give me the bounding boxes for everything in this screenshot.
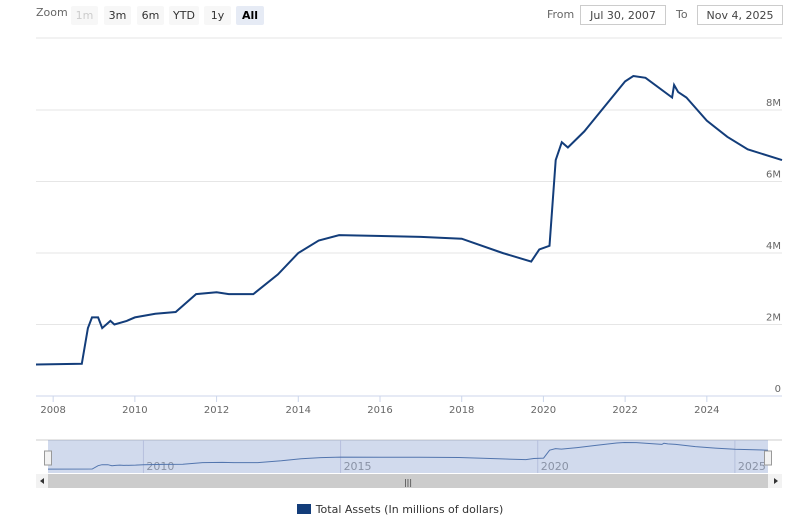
navigator-tick-label: 2025: [738, 460, 766, 473]
legend-swatch: [296, 504, 311, 514]
x-tick-label: 2022: [612, 405, 637, 416]
legend-label: Total Assets (In millions of dollars): [315, 503, 504, 516]
legend-item[interactable]: Total Assets (In millions of dollars): [0, 503, 800, 516]
y-tick-label: 4M: [766, 241, 781, 252]
navigator-tick-label: 2015: [344, 460, 372, 473]
to-date-input[interactable]: Nov 4, 2025: [697, 5, 783, 25]
scrollbar-grip-icon: |||: [404, 478, 412, 487]
x-tick-label: 2010: [122, 405, 147, 416]
navigator-mask[interactable]: [48, 440, 768, 473]
x-tick-label: 2024: [694, 405, 719, 416]
navigator-tick-label: 2020: [541, 460, 569, 473]
x-tick-label: 2012: [204, 405, 229, 416]
range-button-ytd[interactable]: YTD: [169, 6, 199, 25]
x-tick-label: 2020: [531, 405, 556, 416]
x-tick-label: 2008: [40, 405, 65, 416]
range-button-1m[interactable]: 1m: [71, 6, 98, 25]
range-button-all[interactable]: All: [236, 6, 264, 25]
range-button-1y[interactable]: 1y: [204, 6, 231, 25]
navigator-series: [47, 441, 769, 470]
from-label: From: [547, 8, 575, 21]
x-tick-label: 2014: [286, 405, 311, 416]
from-date-input[interactable]: Jul 30, 2007: [580, 5, 666, 25]
y-tick-label: 6M: [766, 170, 781, 181]
range-button-3m[interactable]: 3m: [104, 6, 131, 25]
y-tick-label: 0: [775, 384, 781, 395]
navigator-tick-label: 2010: [146, 460, 174, 473]
series-line: [35, 74, 783, 366]
x-tick-label: 2018: [449, 405, 474, 416]
x-tick-label: 2016: [367, 405, 392, 416]
y-tick-label: 8M: [766, 98, 781, 109]
scroll-left-arrow-icon[interactable]: [40, 478, 44, 484]
navigator-bg: [36, 440, 782, 473]
range-button-6m[interactable]: 6m: [137, 6, 164, 25]
scroll-right-arrow-icon[interactable]: [774, 478, 778, 484]
navigator-handle-right[interactable]: [764, 450, 772, 466]
scrollbar-thumb[interactable]: [48, 474, 768, 488]
to-label: To: [676, 8, 688, 21]
zoom-label: Zoom: [36, 6, 68, 19]
navigator-handle-left[interactable]: [44, 450, 52, 466]
y-tick-label: 2M: [766, 313, 781, 324]
